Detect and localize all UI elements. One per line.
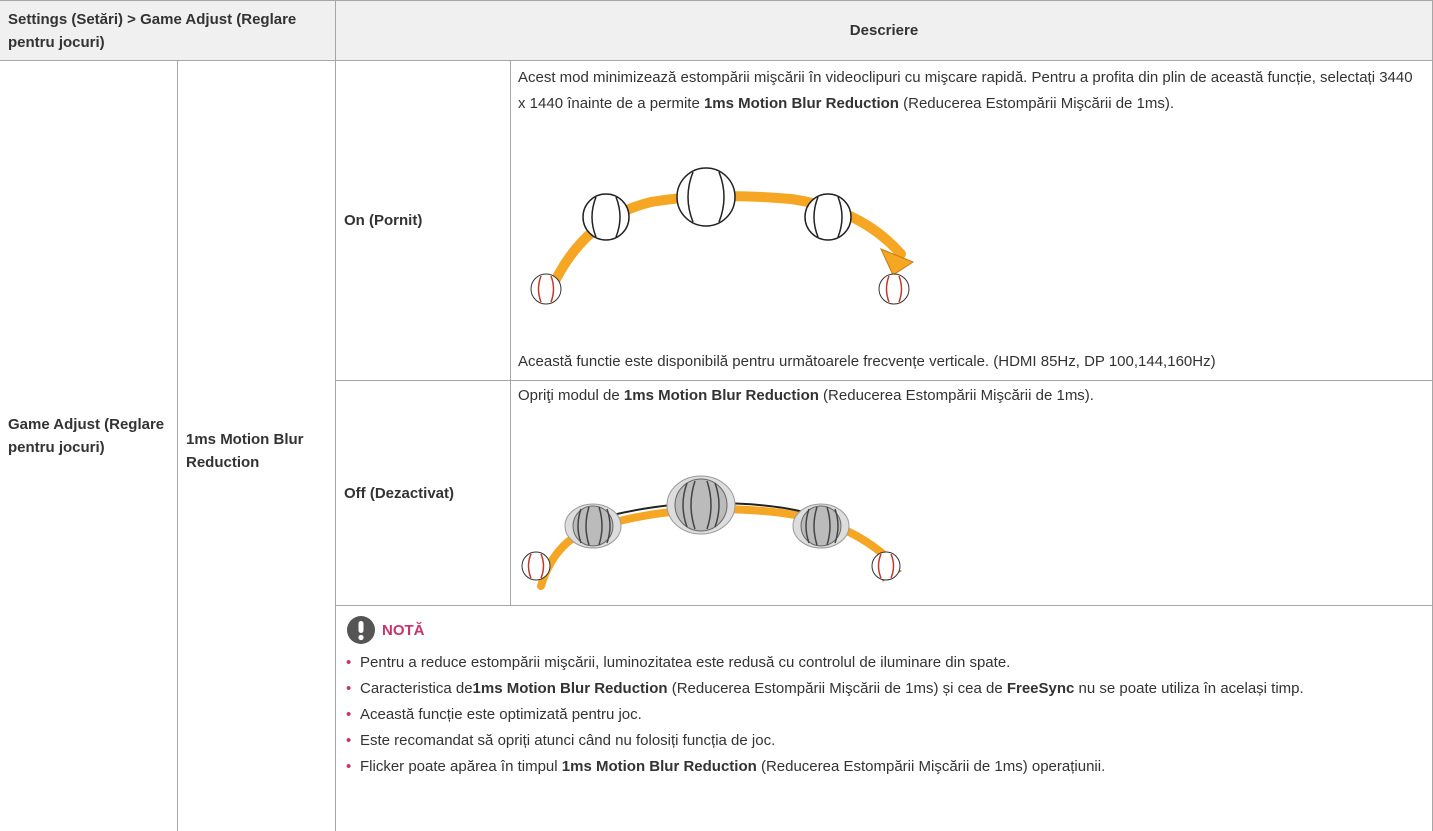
small-balls	[521, 551, 901, 581]
text: Flicker poate apărea în timpul	[360, 758, 562, 775]
text: (Reducerea Estompării Mişcării de 1ms) ș…	[667, 680, 1007, 697]
text: (Reducerea Estompării Mişcării de 1ms).	[818, 387, 1094, 404]
text: (Reducerea Estompării Mişcării de 1ms).	[898, 95, 1175, 112]
motion-illustration-off	[521, 475, 903, 590]
text: Caracteristica de	[360, 680, 473, 697]
blurred-balls	[564, 475, 850, 549]
note-item: • Caracteristica de1ms Motion Blur Reduct…	[346, 680, 1304, 697]
bold-text: 1ms Motion Blur Reduction	[561, 758, 757, 775]
bold-text: 1ms Motion Blur Reduction	[703, 95, 899, 112]
note-item: • Este recomandat să opriți atunci când n…	[346, 732, 776, 749]
text: Este recomandat să opriți atunci când nu…	[360, 732, 776, 749]
option-label: Off (Dezactivat)	[344, 484, 455, 502]
text: Acest mod minimizează estompării mişcări…	[518, 69, 1413, 112]
note-item: • Flicker poate apărea în timpul 1ms Moti…	[346, 758, 1106, 775]
option-label-cell: Off (Dezactivat)	[336, 381, 511, 606]
menu-level1-cell: Game Adjust (Reglare pentru jocuri)	[0, 61, 178, 831]
motion-illustration-on	[530, 167, 915, 305]
small-balls	[530, 273, 910, 305]
menu-level2-cell: 1ms Motion Blur Reduction	[178, 61, 336, 831]
header-section: Settings (Setări) > Game Adjust (Reglare…	[8, 10, 297, 51]
menu-level1: Game Adjust (Reglare pentru jocuri)	[8, 416, 165, 456]
option-description: Acest mod minimizează estompării mişcări…	[518, 65, 1424, 117]
text: (Reducerea Estompării Mişcării de 1ms) o…	[756, 758, 1106, 775]
text: nu se poate utiliza în același timp.	[1074, 680, 1304, 697]
arrowhead	[880, 248, 915, 276]
note-icon	[347, 616, 375, 644]
header-section-cell: Settings (Setări) > Game Adjust (Reglare…	[0, 0, 336, 61]
note-cell: NOTĂ • Pentru a reduce estompării mişcări…	[336, 606, 1433, 831]
note-title: NOTĂ	[382, 621, 425, 639]
option-description-cell: Opriţi modul de 1ms Motion Blur Reductio…	[511, 381, 1433, 606]
header-description: Descriere	[849, 22, 919, 39]
bold-text: FreeSync	[1006, 680, 1075, 697]
header-description-cell: Descriere	[336, 0, 1433, 61]
option-description-cell: Acest mod minimizează estompării mişcări…	[511, 61, 1433, 381]
option-description: Opriţi modul de 1ms Motion Blur Reductio…	[518, 383, 1424, 409]
option-availability: Această functie este disponibilă pentru …	[518, 353, 1216, 370]
note-item: • Pentru a reduce estompării mişcării, lu…	[346, 654, 1011, 671]
balls	[582, 167, 852, 241]
text: Opriţi modul de	[518, 387, 624, 404]
note-item: • Această funcție este optimizată pentru …	[346, 706, 642, 723]
bold-text: 1ms Motion Blur Reduction	[472, 680, 668, 697]
text: Pentru a reduce estompării mişcării, lum…	[360, 654, 1011, 671]
option-label-cell: On (Pornit)	[336, 61, 511, 381]
bold-text: 1ms Motion Blur Reduction	[623, 387, 819, 404]
text: Această funcție este optimizată pentru j…	[360, 706, 642, 723]
option-label: On (Pornit)	[344, 212, 423, 229]
menu-level2: 1ms Motion Blur Reduction	[186, 431, 304, 471]
note-heading: NOTĂ	[346, 614, 1422, 646]
